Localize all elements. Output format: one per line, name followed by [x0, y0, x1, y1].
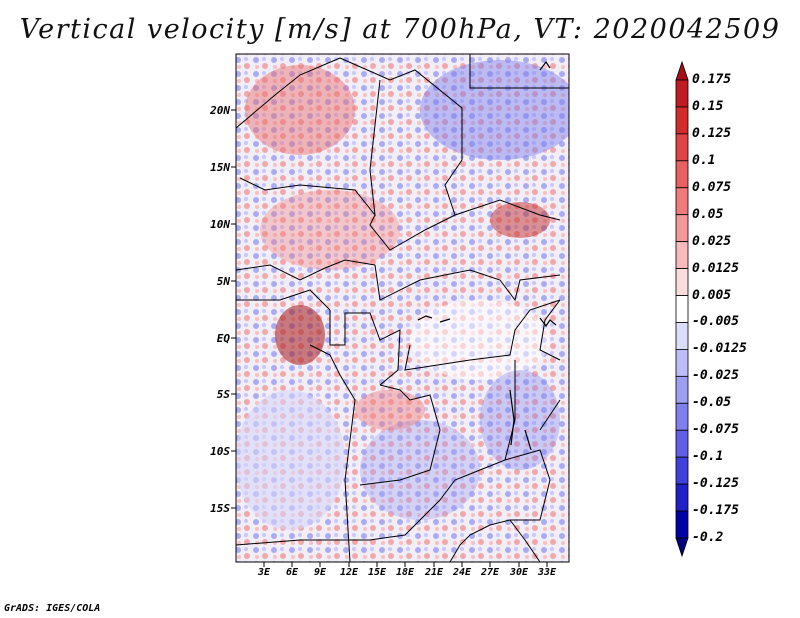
credit-label: GrADS: IGES/COLA — [4, 603, 101, 614]
colorbar-label: -0.125 — [692, 476, 739, 492]
lakes — [417, 60, 557, 451]
colorbar-segment — [675, 160, 689, 189]
map-frame — [235, 53, 570, 563]
lon-label: 24E — [452, 567, 472, 578]
colorbar-label: 0.125 — [692, 125, 732, 141]
colorbar-label: -0.1 — [692, 449, 724, 465]
colorbar-label: 0.0125 — [692, 260, 739, 276]
lat-label: 20N — [210, 104, 230, 117]
colorbar-label: -0.025 — [692, 368, 739, 384]
colorbar — [675, 60, 689, 558]
lon-label: 12E — [339, 567, 359, 578]
axis-ticks — [231, 109, 548, 567]
lat-label: 10N — [210, 218, 230, 231]
colorbar-segment — [675, 349, 689, 377]
colorbar-label: 0.175 — [692, 72, 732, 87]
lon-label: 33E — [537, 567, 557, 578]
colorbar-segment — [675, 79, 689, 108]
colorbar-label: 0.075 — [692, 179, 732, 195]
lat-label: 15S — [210, 502, 230, 515]
colorbar-segment — [675, 295, 689, 323]
colorbar-label: -0.05 — [692, 395, 732, 411]
colorbar-label: 0.05 — [692, 206, 724, 222]
colorbar-segment — [675, 402, 689, 431]
lon-label: 3E — [257, 567, 271, 578]
lon-label: 6E — [285, 567, 299, 578]
colorbar-segment — [675, 106, 689, 135]
lon-label: 15E — [367, 567, 387, 578]
colorbar-segment — [675, 456, 689, 485]
lat-label: 15N — [210, 161, 230, 174]
map-title: Vertical velocity [m/s] at 700hPa, VT: 2… — [19, 14, 781, 45]
lat-label: EQ — [216, 332, 230, 345]
colorbar-label: -0.005 — [692, 314, 739, 330]
colorbar-label: -0.175 — [692, 503, 739, 519]
lon-label: 27E — [480, 567, 500, 578]
country-borders — [236, 54, 569, 562]
lat-label: 10S — [210, 445, 230, 458]
velocity-field — [236, 54, 569, 562]
lat-label: 5N — [216, 275, 230, 288]
colorbar-label: 0.005 — [692, 287, 732, 303]
lon-label: 18E — [395, 567, 415, 578]
colorbar-segment — [675, 187, 689, 216]
lon-label: 9E — [313, 567, 327, 578]
colorbar-label: 0.1 — [692, 152, 716, 168]
colorbar-segment — [675, 510, 689, 539]
colorbar-segment — [675, 429, 689, 458]
colorbar-label: 0.15 — [692, 98, 724, 114]
colorbar-label: -0.0125 — [692, 341, 747, 357]
colorbar-max-arrow — [675, 60, 689, 81]
colorbar-segment — [675, 268, 689, 296]
lon-label: 21E — [424, 567, 444, 578]
colorbar-segment — [675, 375, 689, 404]
colorbar-segment — [675, 214, 689, 243]
colorbar-label: 0.025 — [692, 233, 732, 249]
colorbar-label: -0.075 — [692, 422, 739, 438]
colorbar-segment — [675, 241, 689, 269]
colorbar-segment — [675, 133, 689, 162]
colorbar-segment — [675, 322, 689, 350]
colorbar-min-arrow — [675, 537, 689, 558]
lat-label: 5S — [216, 388, 230, 401]
lon-label: 30E — [509, 567, 529, 578]
colorbar-segment — [675, 483, 689, 512]
colorbar-label: -0.2 — [692, 530, 724, 545]
